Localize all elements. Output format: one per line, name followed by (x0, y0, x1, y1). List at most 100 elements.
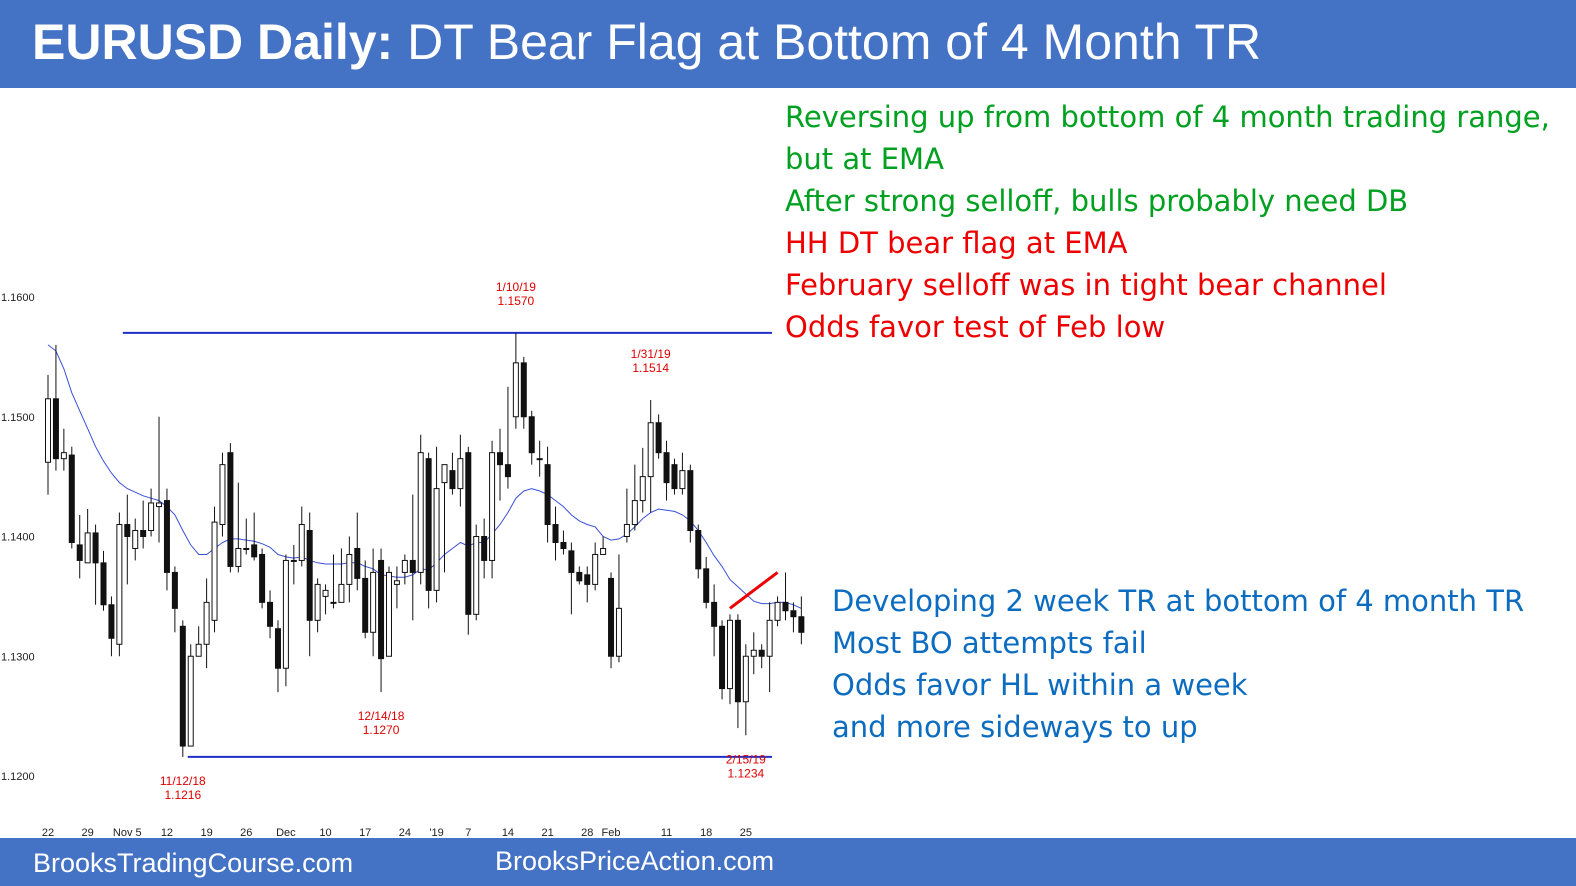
candle-body (211, 521, 218, 621)
annotation-price: 1.1270 (363, 723, 400, 737)
commentary-line: After strong selloff, bulls probably nee… (785, 184, 1409, 218)
candle-body (663, 452, 670, 484)
candle-body (100, 562, 107, 606)
candle-body (592, 553, 599, 585)
x-tick-label: 22 (42, 827, 54, 838)
candle-body (489, 452, 496, 561)
candle-body (695, 530, 702, 570)
commentary-bottom: Developing 2 week TR at bottom of 4 mont… (832, 580, 1524, 748)
candle-body (409, 559, 416, 573)
candle-body (108, 604, 115, 639)
annotation-price: 1.1570 (498, 294, 535, 308)
candle-body (782, 601, 789, 612)
y-tick-label: 1.1400 (1, 532, 35, 544)
header-bar: EURUSD Daily: DT Bear Flag at Bottom of … (0, 0, 1576, 88)
candle-body (370, 571, 377, 633)
x-tick-label: 10 (319, 827, 331, 838)
candle-body (378, 559, 385, 660)
candle-body (116, 524, 123, 645)
candle-body (790, 610, 797, 618)
candle-body (497, 452, 504, 466)
y-tick-label: 1.1600 (1, 292, 35, 304)
x-tick-label: 26 (240, 827, 252, 838)
candle-body (338, 583, 345, 603)
annotation-price: 1.1514 (632, 361, 669, 375)
title-symbol: EURUSD Daily: (32, 14, 394, 70)
candle-body (243, 547, 250, 550)
candle-body (290, 559, 297, 562)
candle-body (156, 502, 163, 508)
x-tick-label: 14 (502, 827, 514, 838)
footer-link-mid[interactable]: BrooksPriceAction.com (495, 846, 775, 876)
candle-body (552, 524, 559, 543)
candle-body (433, 488, 440, 591)
x-tick-label: 24 (399, 827, 411, 838)
candlestick-chart: 1.1200 1.1300 1.1400 1.1500 1.1600 22 29 Nov 5 1… (1, 280, 805, 838)
candle-body (504, 464, 511, 478)
ema-line (47, 344, 802, 609)
candle-body (703, 568, 710, 603)
commentary-line: HH DT bear flag at EMA (785, 226, 1128, 260)
candle-body (92, 532, 99, 564)
candle-body (750, 649, 757, 657)
candle-body (512, 362, 519, 418)
commentary-line: Most BO attempts fail (832, 626, 1147, 660)
candle-body (711, 601, 718, 627)
x-tick-label: 29 (82, 827, 94, 838)
candle-body (671, 464, 678, 490)
candle-body (457, 458, 464, 490)
annotation-price: 1.1216 (164, 788, 201, 802)
candle-body (528, 416, 535, 454)
candle-body (393, 580, 400, 585)
x-tick-label: '19 (429, 827, 443, 838)
commentary-line: Reversing up from bottom of 4 month trad… (785, 100, 1550, 134)
candle-body (171, 571, 178, 609)
candle-body (195, 643, 202, 657)
candle-body (719, 625, 726, 690)
candle-body (608, 577, 615, 657)
candle-body (354, 547, 361, 579)
annotation-date: 11/12/18 (160, 774, 206, 788)
commentary-line: Odds favor HL within a week (832, 668, 1248, 702)
candle-body (441, 464, 448, 484)
commentary-line: but at EMA (785, 142, 944, 176)
page-title: EURUSD Daily: DT Bear Flag at Bottom of … (32, 12, 1261, 72)
candle-body (163, 500, 170, 573)
candle-body (758, 649, 765, 657)
candle-body (330, 601, 337, 604)
commentary-line: Developing 2 week TR at bottom of 4 mont… (832, 584, 1525, 618)
candle-body (520, 362, 527, 418)
candle-body (774, 601, 781, 621)
candle-body (655, 422, 662, 454)
candle-body (568, 550, 575, 573)
candle-body (584, 574, 591, 585)
candle-body (219, 464, 226, 526)
candle-body (623, 524, 630, 537)
annotation-date: 12/14/18 (358, 709, 405, 723)
candle-body (385, 571, 392, 657)
candle-body (679, 470, 686, 490)
candle-body (734, 619, 741, 703)
candle-body (481, 536, 488, 561)
footer-bar: BrooksTradingCourse.com BrooksPriceActio… (0, 838, 1576, 886)
candle-body (639, 476, 646, 502)
candle-body (726, 619, 733, 690)
footer-link-left[interactable]: BrooksTradingCourse.com (33, 848, 354, 878)
candle-body (576, 571, 583, 582)
candle-body (298, 524, 305, 561)
candle-body (465, 452, 472, 615)
candle-body (560, 541, 567, 549)
bear-flag-trendline (729, 571, 779, 610)
candle-body (631, 500, 638, 526)
candle-body (267, 601, 274, 627)
candle-body (449, 470, 456, 490)
x-tick-label: 17 (359, 827, 371, 838)
candle-body (179, 625, 186, 747)
candle-body (306, 530, 313, 621)
y-tick-label: 1.1500 (1, 412, 35, 424)
candle-body (68, 454, 75, 543)
candle-body (314, 583, 321, 621)
candle-body (84, 532, 91, 564)
x-tick-label: Dec (276, 827, 296, 838)
annotation-date: 1/31/19 (631, 347, 671, 361)
